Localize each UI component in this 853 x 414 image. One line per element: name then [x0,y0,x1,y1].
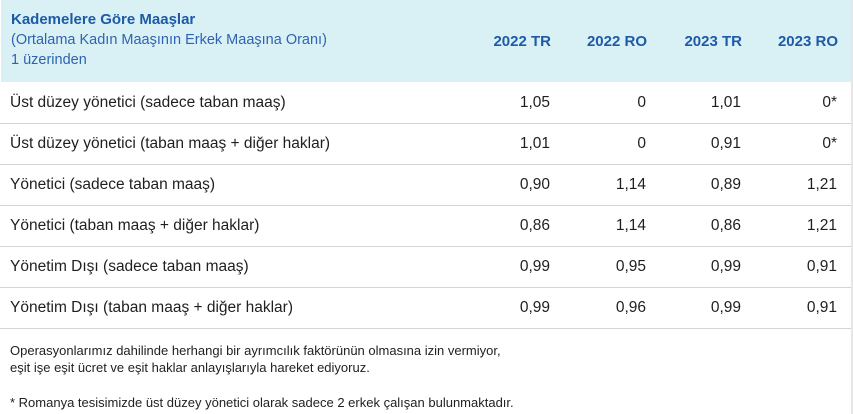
table-cell: 1,05 [519,94,550,111]
table-cell: 0 [637,135,646,152]
row-label: Yönetim Dışı (sadece taban maaş) [10,258,249,275]
table-cell: 0* [822,135,837,152]
table-cell: 0,86 [710,217,741,234]
table-row: Yönetim Dışı (sadece taban maaş) 0,99 0,… [0,247,851,288]
column-header-2023-tr: 2023 TR [684,33,742,50]
table-cell: 1,21 [806,217,837,234]
table-cell: 0,99 [519,299,550,316]
table-cell: 0,99 [710,299,741,316]
table-subtitle-unit: 1 üzerinden [11,52,87,68]
table-cell: 0,91 [806,299,837,316]
table-row: Üst düzey yönetici (sadece taban maaş) 1… [0,83,851,124]
column-header-2022-tr: 2022 TR [493,33,551,50]
footnote: * Romanya tesisimizde üst düzey yönetici… [10,395,514,410]
note-line: eşit işe eşit ücret ve eşit haklar anlay… [10,360,370,375]
table-cell: 0,91 [710,135,741,152]
table-title-block: Kademelere Göre Maaşlar (Ortalama Kadın … [11,10,327,70]
table-notes: Operasyonlarımız dahilinde herhangi bir … [10,342,501,376]
table-cell: 0,89 [710,176,741,193]
table-cell: 0,95 [615,258,646,275]
column-header-2022-ro: 2022 RO [586,33,647,50]
table-header: Kademelere Göre Maaşlar (Ortalama Kadın … [0,0,852,82]
table-row: Yönetici (sadece taban maaş) 0,90 1,14 0… [0,165,851,206]
table-cell: 0,90 [519,176,550,193]
row-label: Yönetim Dışı (taban maaş + diğer haklar) [10,299,294,316]
table-cell: 0* [822,94,837,111]
row-label: Yönetici (taban maaş + diğer haklar) [10,217,260,234]
row-label: Üst düzey yönetici (taban maaş + diğer h… [10,135,331,152]
panel-border [851,0,853,414]
table-cell: 0,91 [806,258,837,275]
table-cell: 0,86 [519,217,550,234]
note-line: Operasyonlarımız dahilinde herhangi bir … [10,343,501,358]
row-label: Yönetici (sadece taban maaş) [10,176,216,193]
table-cell: 0,96 [615,299,646,316]
table-cell: 1,14 [615,176,646,193]
table-row: Üst düzey yönetici (taban maaş + diğer h… [0,124,851,165]
table-title: Kademelere Göre Maaşlar [11,11,196,28]
table-row: Yönetici (taban maaş + diğer haklar) 0,8… [0,206,851,247]
table-cell: 1,21 [806,176,837,193]
row-label: Üst düzey yönetici (sadece taban maaş) [10,94,286,111]
table-cell: 1,14 [615,217,646,234]
column-header-2023-ro: 2023 RO [777,33,838,50]
table-cell: 1,01 [519,135,550,152]
table-cell: 0 [637,94,646,111]
table-row: Yönetim Dışı (taban maaş + diğer haklar)… [0,288,851,329]
table-cell: 1,01 [710,94,741,111]
table-subtitle: (Ortalama Kadın Maaşının Erkek Maaşına O… [11,32,327,48]
table-cell: 0,99 [710,258,741,275]
table-cell: 0,99 [519,258,550,275]
